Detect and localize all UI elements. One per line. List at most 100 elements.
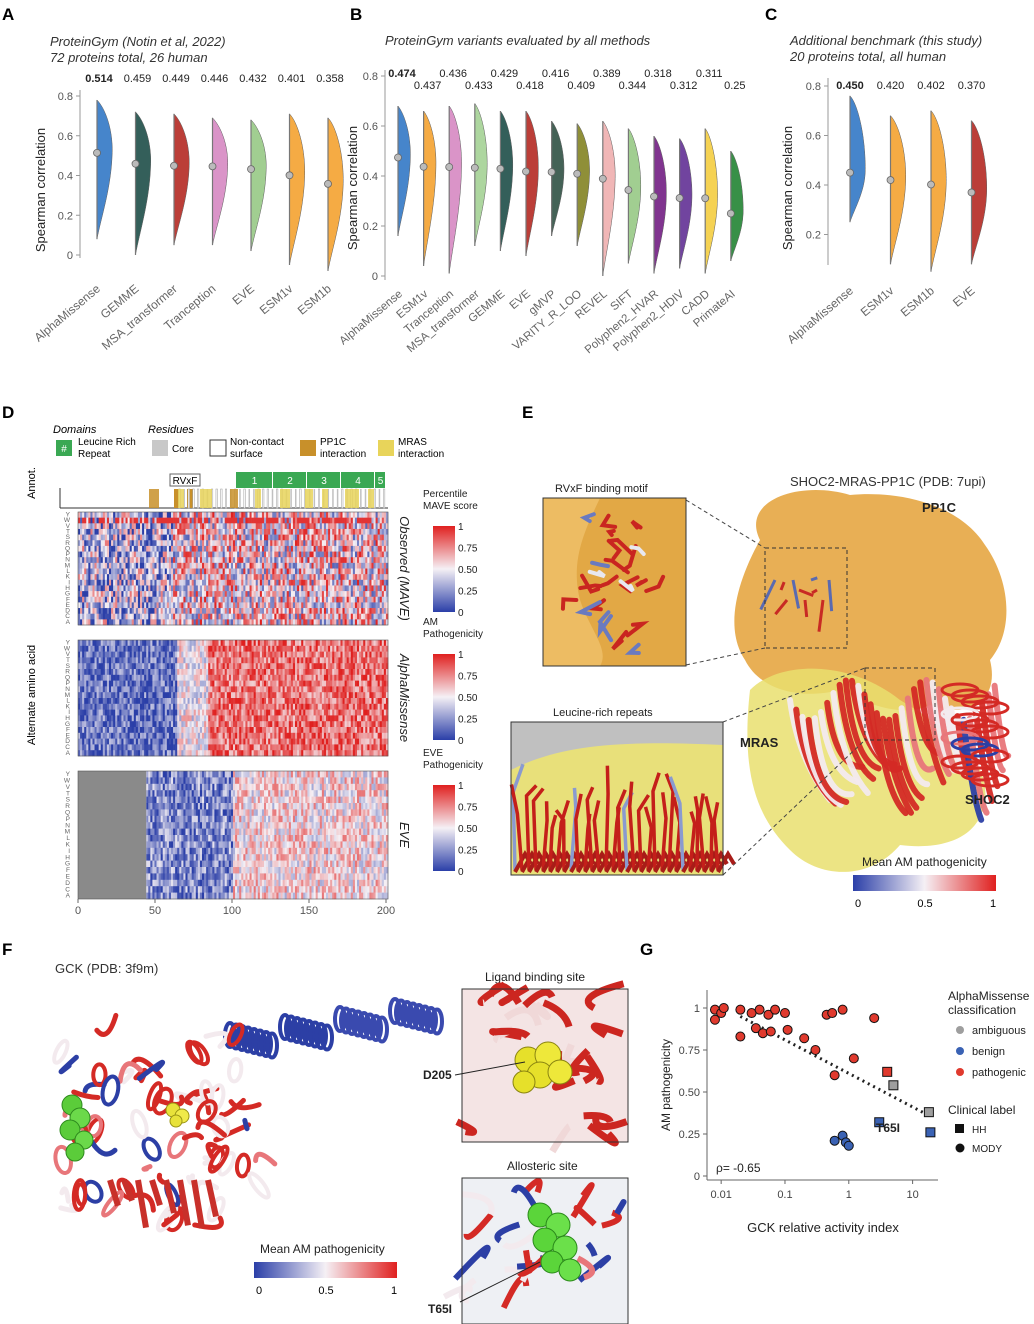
t65i-scatter-label: T65I — [876, 1121, 900, 1135]
aa-label: H — [65, 715, 70, 722]
value-label-AlphaMissense: 0.450 — [836, 80, 864, 92]
median-point-AlphaMissense — [394, 153, 402, 162]
panel-e-cbar-tick-0: 0 — [855, 898, 861, 910]
value-label-PrimateAI: 0.25 — [724, 80, 745, 92]
d205-label: D205 — [423, 1068, 452, 1082]
legend-pathogenic-label: pathogenic — [972, 1067, 1026, 1079]
ligand-inset-title: Ligand binding site — [485, 970, 585, 984]
cbar-tick: 1 — [458, 781, 464, 792]
aa-label: Y — [66, 640, 71, 647]
panel-letter-e: E — [522, 403, 533, 422]
panel-g-y-ticks: 1 0.75 0.50 0.25 0 — [679, 1003, 707, 1183]
value-label-ESM1v: 0.420 — [877, 80, 905, 92]
aa-label: A — [66, 750, 71, 757]
x-label-AlphaMissense: AlphaMissense — [785, 283, 857, 346]
lrr-number-4: 4 — [355, 476, 361, 487]
violin-MSA_transformer — [173, 113, 190, 246]
aa-label: R — [65, 669, 70, 676]
cbar-tick: 0.50 — [458, 693, 478, 704]
x-tick-label: 150 — [300, 905, 318, 917]
aa-label: I — [68, 579, 70, 586]
aa-label: T — [66, 790, 70, 797]
lrr-number-5: 5 — [378, 476, 384, 487]
violin-Tranception — [448, 105, 462, 274]
aa-label: K — [66, 842, 71, 849]
y-tick-label: 0 — [372, 271, 378, 283]
panel-a-title-2: 72 proteins total, 26 human — [50, 50, 208, 65]
panel-f-cbar-tick-0: 0 — [256, 1285, 262, 1297]
violin-AlphaMissense — [96, 99, 113, 240]
scatter-point-mody — [709, 1014, 720, 1025]
aa-label: E — [66, 874, 71, 881]
lrr-number-2: 2 — [287, 476, 293, 487]
panel-c-title-1: Additional benchmark (this study) — [789, 33, 982, 48]
lrr-inset-title: Leucine-rich repeats — [553, 707, 653, 719]
aa-label: S — [66, 534, 71, 541]
lrr-inset — [509, 721, 736, 876]
value-label-AlphaMissense: 0.474 — [388, 68, 416, 80]
median-point-ESM1v — [419, 162, 428, 171]
violin-Polyphen2_HDIV — [679, 137, 693, 269]
cbar-tick: 0 — [458, 867, 464, 878]
panel-a-y-ticks: 0.8 0.6 0.4 0.2 0 — [58, 91, 80, 262]
heatmap-EVE: YWVTSRQPNMLKIHGFEDCAEVEEVEPathogenicity1… — [64, 748, 483, 900]
panel-c-value-labels: 0.450 0.420 0.402 0.370 — [836, 80, 985, 92]
aa-label: K — [66, 703, 71, 710]
pp1c-surface — [734, 490, 1007, 711]
panel-g-xlabel: GCK relative activity index — [747, 1220, 899, 1235]
x-tick-label: 200 — [377, 905, 395, 917]
panel-e-cbar-title: Mean AM pathogenicity — [862, 855, 987, 869]
aa-label: C — [65, 613, 70, 620]
median-point-Polyphen2_HVAR — [650, 192, 658, 201]
legend-benign-label: benign — [972, 1046, 1005, 1058]
aa-label: W — [64, 645, 71, 652]
y-tick-label: 0.50 — [679, 1087, 700, 1099]
x-tick-label: 100 — [223, 905, 241, 917]
y-tick-label: 0.8 — [363, 71, 378, 83]
panel-e: E SHOC2-MRAS-PP1C (PDB: 7upi) PP1C MRAS … — [509, 403, 1012, 910]
cbar-tick: 1 — [458, 522, 464, 533]
y-tick-label: 0.4 — [58, 171, 73, 183]
violin-AlphaMissense — [849, 95, 866, 223]
panel-a-title-1: ProteinGym (Notin et al, 2022) — [50, 34, 226, 49]
violin-ESM1v — [890, 115, 906, 265]
scatter-point-mody — [869, 1013, 880, 1024]
aa-label: H — [65, 585, 70, 592]
aa-label: M — [65, 562, 70, 569]
panel-c-title-2: 20 proteins total, all human — [789, 49, 946, 64]
cbar-legend-2: Pathogenicity — [423, 760, 483, 771]
median-point-AlphaMissense — [93, 148, 101, 157]
median-point-Tranception — [208, 162, 217, 171]
panel-a-value-labels: 0.514 0.459 0.449 0.446 0.432 0.401 0.358 — [85, 73, 344, 85]
shoc2-label: SHOC2 — [965, 792, 1010, 807]
median-point-Tranception — [445, 163, 454, 171]
lrr-sticks — [509, 763, 736, 873]
panel-b-y-ticks: 0.8 0.6 0.4 0.2 0 — [363, 71, 385, 283]
violin-ESM1v — [289, 113, 305, 265]
allosteric-ligand-spheres — [59, 1094, 94, 1162]
cbar-tick: 1 — [458, 650, 464, 661]
aa-label: Q — [65, 810, 70, 817]
lrr-domain-5 — [375, 472, 385, 488]
median-point-Polyphen2_HDIV — [675, 194, 684, 202]
lrr-domain-bars: 1 2 3 4 5 — [236, 472, 385, 488]
alternate-aa-ylabel: Alternate amino acid — [26, 645, 38, 745]
aa-label: V — [66, 523, 71, 530]
violin-EVE — [525, 110, 539, 257]
lrr-domain-1 — [236, 472, 272, 488]
lrr-domain-2 — [273, 472, 306, 488]
median-point-PrimateAI — [726, 209, 735, 218]
cbar-tick: 0.25 — [458, 587, 478, 598]
heatmap-title: AlphaMissense — [397, 653, 412, 742]
scatter-point-mody — [837, 1004, 848, 1015]
scatter-point-hh — [882, 1066, 893, 1077]
y-tick-label: 0.75 — [679, 1045, 700, 1057]
lrr-legend-label: Leucine Rich Repeat — [78, 437, 136, 460]
y-tick-label: 1 — [694, 1003, 700, 1015]
ligand-spheres — [512, 1041, 573, 1094]
scatter-point-mody — [799, 1033, 810, 1044]
pp1c-legend-label: PP1C interaction — [320, 437, 366, 460]
value-label-EVE: 0.370 — [958, 80, 986, 92]
